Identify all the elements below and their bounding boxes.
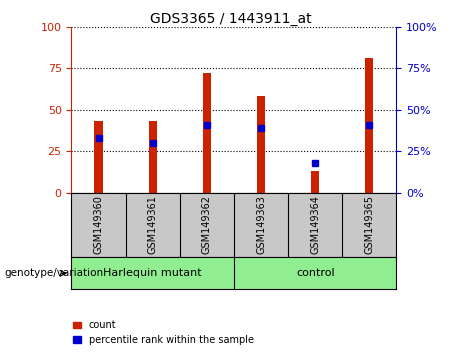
Bar	[311, 171, 319, 193]
Bar	[257, 96, 265, 193]
Text: GSM149361: GSM149361	[148, 195, 158, 254]
Bar	[365, 58, 373, 193]
Text: GSM149365: GSM149365	[364, 195, 374, 254]
Text: Harlequin mutant: Harlequin mutant	[103, 268, 202, 278]
Bar	[95, 121, 103, 193]
Bar	[203, 73, 211, 193]
Legend: count, percentile rank within the sample: count, percentile rank within the sample	[70, 316, 258, 349]
Text: GSM149364: GSM149364	[310, 195, 320, 254]
Bar	[148, 121, 157, 193]
Text: GSM149360: GSM149360	[94, 195, 104, 254]
Text: control: control	[296, 268, 335, 278]
Text: GSM149363: GSM149363	[256, 195, 266, 254]
Text: GDS3365 / 1443911_at: GDS3365 / 1443911_at	[150, 12, 311, 27]
Text: GSM149362: GSM149362	[202, 195, 212, 254]
Text: genotype/variation: genotype/variation	[5, 268, 104, 278]
